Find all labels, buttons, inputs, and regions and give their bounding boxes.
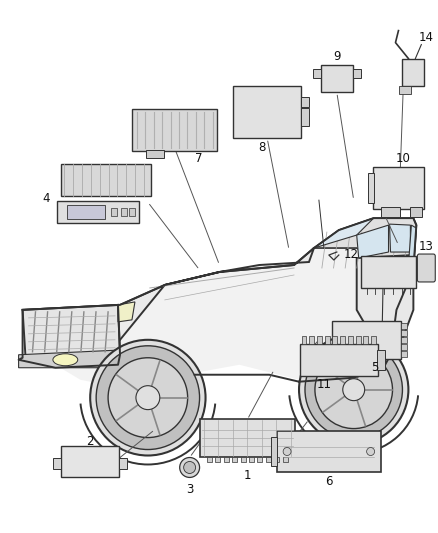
FancyBboxPatch shape xyxy=(402,351,407,357)
FancyBboxPatch shape xyxy=(249,456,254,463)
FancyBboxPatch shape xyxy=(274,456,279,463)
FancyBboxPatch shape xyxy=(67,205,105,219)
FancyBboxPatch shape xyxy=(364,336,368,344)
Polygon shape xyxy=(389,224,410,252)
FancyBboxPatch shape xyxy=(61,446,119,478)
FancyBboxPatch shape xyxy=(321,64,353,92)
Circle shape xyxy=(305,341,403,439)
Circle shape xyxy=(283,448,291,456)
FancyBboxPatch shape xyxy=(332,336,337,344)
Text: 6: 6 xyxy=(325,475,332,488)
FancyBboxPatch shape xyxy=(215,456,220,463)
Text: 9: 9 xyxy=(333,50,341,63)
FancyBboxPatch shape xyxy=(399,86,411,94)
Polygon shape xyxy=(314,218,417,285)
Polygon shape xyxy=(357,225,389,258)
FancyBboxPatch shape xyxy=(283,456,288,463)
FancyBboxPatch shape xyxy=(233,86,301,139)
FancyBboxPatch shape xyxy=(402,344,407,350)
Text: 14: 14 xyxy=(418,31,433,44)
FancyBboxPatch shape xyxy=(340,336,345,344)
Circle shape xyxy=(315,351,392,429)
FancyBboxPatch shape xyxy=(258,456,262,463)
FancyBboxPatch shape xyxy=(61,164,151,196)
Circle shape xyxy=(343,379,365,401)
FancyBboxPatch shape xyxy=(277,431,381,472)
FancyBboxPatch shape xyxy=(129,208,135,216)
Polygon shape xyxy=(23,248,314,340)
Text: 7: 7 xyxy=(194,152,202,165)
FancyBboxPatch shape xyxy=(200,418,294,456)
FancyBboxPatch shape xyxy=(121,208,127,216)
FancyBboxPatch shape xyxy=(377,350,385,370)
FancyBboxPatch shape xyxy=(402,323,407,329)
FancyBboxPatch shape xyxy=(309,336,314,344)
Text: 8: 8 xyxy=(258,141,266,154)
FancyBboxPatch shape xyxy=(301,98,309,108)
FancyBboxPatch shape xyxy=(348,336,353,344)
FancyBboxPatch shape xyxy=(224,456,229,463)
Circle shape xyxy=(96,346,200,449)
Polygon shape xyxy=(357,255,413,365)
FancyBboxPatch shape xyxy=(300,344,378,376)
Circle shape xyxy=(90,340,205,456)
Text: 5: 5 xyxy=(371,361,378,374)
FancyBboxPatch shape xyxy=(53,457,61,470)
FancyBboxPatch shape xyxy=(417,254,435,282)
FancyBboxPatch shape xyxy=(132,109,217,151)
FancyBboxPatch shape xyxy=(353,69,360,78)
FancyBboxPatch shape xyxy=(361,256,416,288)
Text: 12: 12 xyxy=(343,247,358,261)
FancyBboxPatch shape xyxy=(381,207,400,217)
Text: 1: 1 xyxy=(244,469,251,482)
Text: 11: 11 xyxy=(316,378,332,391)
FancyBboxPatch shape xyxy=(367,173,374,203)
Polygon shape xyxy=(23,218,417,390)
Polygon shape xyxy=(18,350,125,368)
Circle shape xyxy=(184,462,196,473)
Text: 3: 3 xyxy=(186,483,193,496)
FancyBboxPatch shape xyxy=(240,456,246,463)
FancyBboxPatch shape xyxy=(403,59,424,86)
FancyBboxPatch shape xyxy=(402,337,407,343)
FancyBboxPatch shape xyxy=(325,336,330,344)
FancyBboxPatch shape xyxy=(410,207,422,217)
FancyBboxPatch shape xyxy=(356,336,360,344)
FancyBboxPatch shape xyxy=(271,437,277,466)
FancyBboxPatch shape xyxy=(371,336,376,344)
FancyBboxPatch shape xyxy=(373,167,424,209)
FancyBboxPatch shape xyxy=(119,457,127,470)
FancyBboxPatch shape xyxy=(266,456,271,463)
Circle shape xyxy=(108,358,187,438)
FancyBboxPatch shape xyxy=(313,69,321,78)
Text: 10: 10 xyxy=(396,152,411,165)
Circle shape xyxy=(136,386,160,410)
Circle shape xyxy=(299,335,408,445)
Text: 13: 13 xyxy=(419,239,434,253)
Polygon shape xyxy=(314,218,374,248)
Circle shape xyxy=(367,448,374,456)
FancyBboxPatch shape xyxy=(232,456,237,463)
FancyBboxPatch shape xyxy=(207,456,212,463)
Text: 2: 2 xyxy=(86,435,94,448)
Ellipse shape xyxy=(53,354,78,366)
Text: 4: 4 xyxy=(42,192,50,205)
FancyBboxPatch shape xyxy=(57,201,139,223)
FancyBboxPatch shape xyxy=(146,150,164,158)
FancyBboxPatch shape xyxy=(111,208,117,216)
FancyBboxPatch shape xyxy=(317,336,322,344)
FancyBboxPatch shape xyxy=(332,321,402,359)
FancyBboxPatch shape xyxy=(402,330,407,336)
FancyBboxPatch shape xyxy=(301,108,309,126)
Polygon shape xyxy=(408,225,417,268)
FancyBboxPatch shape xyxy=(301,336,307,344)
Polygon shape xyxy=(23,305,120,358)
Circle shape xyxy=(180,457,200,478)
Polygon shape xyxy=(118,302,135,322)
